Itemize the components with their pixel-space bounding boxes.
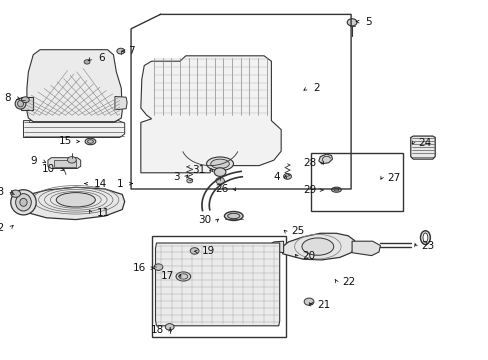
- Polygon shape: [410, 136, 434, 159]
- Text: 4: 4: [272, 172, 279, 182]
- Text: 18: 18: [151, 325, 164, 336]
- Text: 30: 30: [198, 215, 211, 225]
- Polygon shape: [267, 241, 283, 253]
- Circle shape: [283, 174, 291, 179]
- Text: 12: 12: [0, 222, 5, 233]
- Circle shape: [190, 248, 199, 254]
- Polygon shape: [282, 233, 355, 260]
- Text: 27: 27: [386, 173, 400, 183]
- Text: 1: 1: [116, 179, 123, 189]
- Ellipse shape: [16, 194, 31, 211]
- Ellipse shape: [224, 211, 243, 220]
- Polygon shape: [20, 97, 33, 110]
- Text: 7: 7: [128, 46, 135, 56]
- Text: 21: 21: [316, 300, 329, 310]
- Text: 17: 17: [161, 271, 174, 281]
- Ellipse shape: [85, 138, 96, 145]
- Polygon shape: [48, 158, 81, 168]
- Circle shape: [214, 168, 225, 176]
- Circle shape: [215, 177, 224, 184]
- Text: 23: 23: [421, 240, 434, 251]
- Polygon shape: [155, 243, 279, 326]
- Ellipse shape: [15, 98, 26, 109]
- Ellipse shape: [20, 198, 27, 206]
- Circle shape: [186, 179, 192, 183]
- Text: 10: 10: [41, 164, 55, 174]
- Ellipse shape: [333, 189, 338, 191]
- Polygon shape: [23, 121, 124, 138]
- Polygon shape: [23, 187, 124, 220]
- Circle shape: [304, 298, 313, 305]
- Circle shape: [154, 264, 163, 270]
- Polygon shape: [141, 56, 281, 173]
- Text: 2: 2: [312, 83, 319, 93]
- Polygon shape: [29, 121, 117, 122]
- Text: 25: 25: [290, 226, 304, 236]
- Text: 28: 28: [303, 158, 316, 168]
- Text: 16: 16: [132, 263, 145, 273]
- Circle shape: [67, 157, 76, 163]
- Ellipse shape: [179, 274, 187, 279]
- Circle shape: [346, 19, 356, 26]
- Ellipse shape: [206, 157, 233, 171]
- Text: 9: 9: [30, 156, 37, 166]
- Ellipse shape: [210, 159, 229, 168]
- Ellipse shape: [302, 238, 333, 255]
- Text: 24: 24: [418, 138, 431, 148]
- Bar: [310, 153, 403, 211]
- Polygon shape: [115, 96, 127, 110]
- Ellipse shape: [176, 272, 190, 281]
- Bar: [54, 160, 76, 167]
- Circle shape: [21, 97, 29, 103]
- Polygon shape: [27, 50, 122, 122]
- Text: 6: 6: [98, 53, 104, 63]
- Ellipse shape: [87, 140, 93, 143]
- Text: 11: 11: [97, 208, 110, 218]
- Text: 20: 20: [302, 251, 315, 261]
- Text: 19: 19: [201, 246, 214, 256]
- Text: 22: 22: [342, 276, 355, 287]
- Ellipse shape: [18, 100, 23, 107]
- Ellipse shape: [56, 193, 95, 207]
- Polygon shape: [351, 241, 380, 256]
- Ellipse shape: [227, 213, 239, 219]
- Circle shape: [165, 324, 174, 330]
- Text: 31: 31: [192, 165, 205, 175]
- Text: 29: 29: [303, 185, 316, 195]
- Circle shape: [84, 60, 90, 64]
- Circle shape: [117, 48, 124, 54]
- Text: 15: 15: [59, 136, 72, 147]
- Bar: [151, 236, 285, 337]
- Text: 8: 8: [4, 93, 11, 103]
- Polygon shape: [318, 154, 332, 164]
- Circle shape: [11, 190, 20, 197]
- Ellipse shape: [331, 187, 341, 192]
- Text: 26: 26: [215, 184, 228, 194]
- Text: 13: 13: [0, 186, 5, 197]
- Text: 5: 5: [365, 17, 371, 27]
- Text: 14: 14: [94, 179, 107, 189]
- Text: 3: 3: [173, 172, 180, 182]
- Ellipse shape: [11, 190, 36, 215]
